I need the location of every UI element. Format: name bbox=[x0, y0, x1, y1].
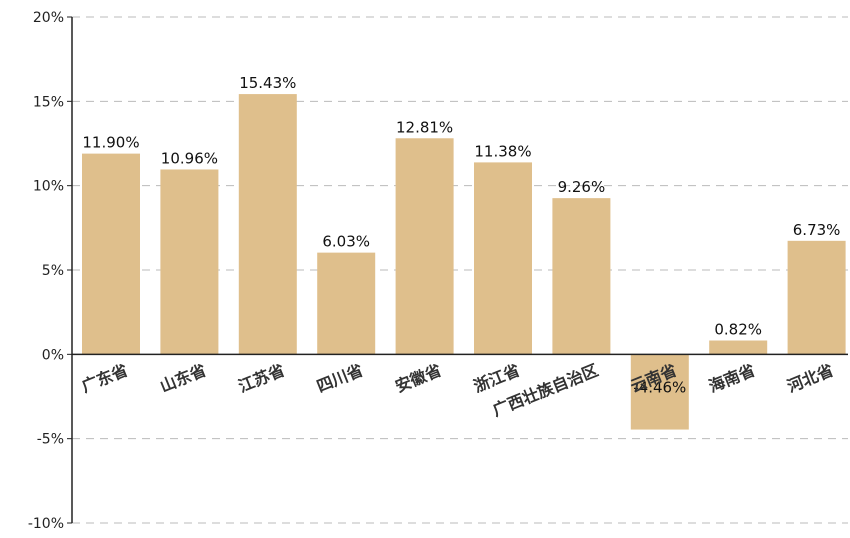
bar-6 bbox=[552, 198, 611, 355]
category-label-4: 安徽省 bbox=[392, 360, 444, 396]
category-label-group-3: 四川省 bbox=[314, 360, 366, 396]
bars bbox=[82, 94, 846, 430]
bar-1 bbox=[160, 169, 219, 355]
y-tick-label-2: 10% bbox=[33, 179, 64, 195]
bar-2 bbox=[238, 94, 297, 355]
data-label-9: 6.73% bbox=[793, 221, 841, 239]
data-label-3: 6.03% bbox=[322, 233, 370, 251]
category-label-group-0: 广东省 bbox=[79, 360, 131, 396]
data-label-4: 12.81% bbox=[396, 118, 453, 136]
category-label-group-5: 浙江省 bbox=[471, 360, 523, 396]
bar-7 bbox=[630, 354, 689, 430]
data-label-0: 11.90% bbox=[82, 134, 139, 152]
data-label-2: 15.43% bbox=[239, 74, 296, 92]
y-tick-label-3: 5% bbox=[42, 263, 64, 279]
bar-0 bbox=[82, 153, 140, 355]
y-tick-label-0: 20% bbox=[33, 10, 64, 26]
data-label-6: 9.26% bbox=[558, 178, 606, 196]
bar-9 bbox=[787, 240, 846, 355]
category-label-group-2: 江苏省 bbox=[236, 360, 288, 396]
y-tick-label-5: -5% bbox=[37, 432, 64, 448]
category-label-3: 四川省 bbox=[314, 360, 366, 396]
bar-4 bbox=[395, 138, 454, 355]
bar-5 bbox=[474, 162, 532, 355]
data-label-1: 10.96% bbox=[161, 149, 218, 167]
category-label-group-4: 安徽省 bbox=[392, 360, 444, 396]
category-label-0: 广东省 bbox=[79, 360, 131, 396]
bar-3 bbox=[317, 252, 376, 355]
y-tick-label-6: -10% bbox=[28, 516, 64, 532]
bar-8 bbox=[709, 340, 768, 355]
category-label-group-8: 海南省 bbox=[706, 360, 758, 396]
data-label-8: 0.82% bbox=[714, 321, 762, 339]
data-label-5: 11.38% bbox=[474, 142, 531, 160]
y-tick-label-1: 15% bbox=[33, 94, 64, 110]
data-label-7: -4.46% bbox=[633, 378, 686, 396]
category-label-5: 浙江省 bbox=[471, 360, 523, 396]
y-tick-label-4: 0% bbox=[42, 347, 64, 363]
category-label-2: 江苏省 bbox=[236, 360, 288, 396]
data-labels: 11.90% 10.96% 15.43% 6.03% 12.81% 11.38% 9.26%… bbox=[82, 74, 840, 396]
category-label-9: 河北省 bbox=[784, 360, 836, 396]
category-label-1: 山东省 bbox=[157, 360, 209, 396]
category-label-8: 海南省 bbox=[706, 360, 758, 396]
category-label-group-1: 山东省 bbox=[157, 360, 209, 396]
y-axis-ticks: 20% 15% 10% 5% 0% -5% -10% bbox=[28, 10, 72, 532]
category-label-group-9: 河北省 bbox=[784, 360, 836, 396]
